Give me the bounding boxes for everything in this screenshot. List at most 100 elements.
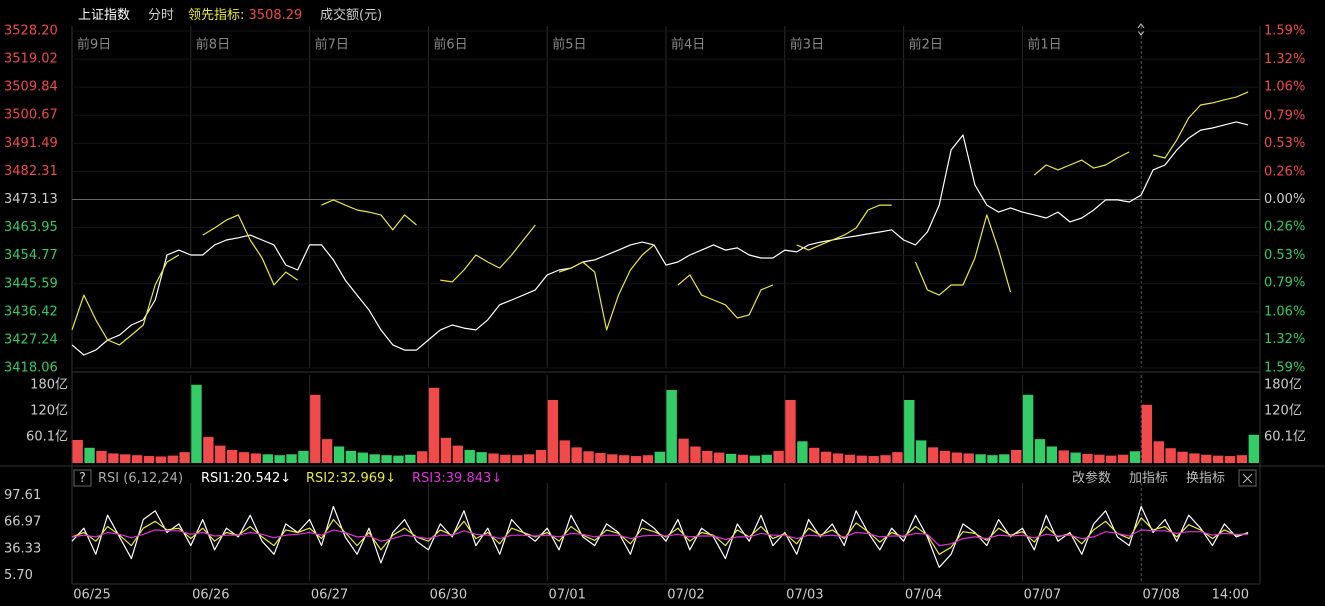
bar <box>1153 441 1164 463</box>
day-label: 前3日 <box>790 37 824 53</box>
help-button[interactable] <box>73 469 92 487</box>
bar <box>642 455 654 463</box>
day-label: 前1日 <box>1027 37 1061 53</box>
rsi-title: RSI (6,12,24) <box>98 471 183 486</box>
button[interactable]: 换指标 <box>1186 471 1225 486</box>
y-tick-label: 3427.24 <box>4 332 58 347</box>
bar <box>523 454 535 463</box>
line <box>71 517 1249 555</box>
today-marker <box>1137 23 1145 36</box>
bar <box>345 450 357 463</box>
y-tick-label: 3436.42 <box>4 304 58 319</box>
bar <box>143 456 155 463</box>
y-tick-label: 3528.20 <box>4 24 58 39</box>
close-button[interactable] <box>1238 469 1257 487</box>
bar <box>975 454 986 463</box>
bar <box>630 456 642 463</box>
y-tick-label: 3463.95 <box>4 220 58 235</box>
bar <box>1058 450 1069 463</box>
bar <box>856 455 867 463</box>
day-label: 前6日 <box>433 37 467 53</box>
close-icon[interactable] <box>1242 473 1253 484</box>
line <box>71 529 1249 547</box>
bar <box>939 450 951 463</box>
x-tick-label: 07/04 <box>905 588 942 603</box>
y-tick-label: 3454.77 <box>4 248 58 263</box>
bar <box>607 454 618 463</box>
bar <box>1201 454 1212 463</box>
button[interactable]: 改参数 <box>1072 470 1111 486</box>
bar <box>547 399 559 463</box>
bar <box>1248 434 1259 463</box>
line <box>71 91 1249 346</box>
y2-tick-label: 1.32% <box>1264 52 1305 67</box>
bar <box>1046 446 1058 463</box>
bar <box>250 453 262 463</box>
bar <box>321 439 333 463</box>
bar <box>963 453 974 463</box>
button[interactable]: 加指标 <box>1129 471 1168 486</box>
y-tick-label: 5.70 <box>4 568 33 583</box>
x-tick-label: 06/30 <box>430 588 467 603</box>
bar <box>1117 454 1129 463</box>
bar <box>1034 439 1046 463</box>
bar <box>238 452 250 463</box>
y2-tick-label: 1.06% <box>1264 80 1305 95</box>
bar <box>428 387 440 463</box>
bar <box>1236 455 1248 463</box>
legend-value: 3508.29 <box>249 8 303 23</box>
bar <box>618 455 630 463</box>
bar <box>725 453 737 463</box>
y-tick-label: 36.33 <box>4 541 41 556</box>
day-label: 前4日 <box>671 37 705 53</box>
y-tick-label: 3473.13 <box>4 192 58 207</box>
y2-tick-label: 0.53% <box>1264 248 1305 263</box>
bar <box>215 445 226 463</box>
bar <box>915 440 927 463</box>
y-tick-label: 120亿 <box>30 403 68 418</box>
bar <box>535 449 547 463</box>
bar <box>179 452 190 463</box>
y2-tick-label: 1.32% <box>1264 332 1305 347</box>
bar <box>191 384 202 463</box>
bar <box>892 452 903 463</box>
help-label[interactable]: ? <box>79 471 86 486</box>
bar <box>1141 404 1153 463</box>
bar <box>1011 449 1022 463</box>
x-tick-label: 07/07 <box>1024 588 1061 603</box>
y-tick-label: 3482.31 <box>4 164 58 179</box>
day-label: 前5日 <box>552 37 586 53</box>
y-tick-label: 3491.49 <box>4 136 58 151</box>
bar <box>262 454 273 463</box>
rsi-legend: RSI3:39.843↓ <box>412 471 502 486</box>
bar <box>559 440 570 463</box>
y2-tick-label: 0.26% <box>1264 220 1305 235</box>
bar <box>868 456 879 463</box>
bar <box>809 447 820 463</box>
bar <box>500 454 511 463</box>
bar <box>773 450 784 463</box>
legend-entry: 上证指数 <box>78 8 130 23</box>
bar <box>690 446 701 463</box>
bar <box>832 453 844 463</box>
bar <box>155 456 167 463</box>
bar <box>226 449 238 463</box>
bar <box>927 447 939 463</box>
bar <box>999 454 1010 463</box>
x-tick-label: 07/02 <box>667 588 704 603</box>
bar <box>987 455 998 463</box>
y-tick-label: 3418.06 <box>4 361 58 376</box>
y2-tick-label: 0.26% <box>1264 164 1305 179</box>
bar <box>274 455 285 463</box>
bar <box>1082 453 1093 463</box>
bar <box>512 455 523 463</box>
y-tick-label: 3445.59 <box>4 276 58 291</box>
bar <box>286 454 297 463</box>
y2-tick-label: 0.79% <box>1264 108 1305 123</box>
y2-tick-label: 180亿 <box>1264 377 1302 392</box>
bar <box>108 453 119 463</box>
bar <box>1177 451 1188 463</box>
bar <box>1022 394 1034 463</box>
